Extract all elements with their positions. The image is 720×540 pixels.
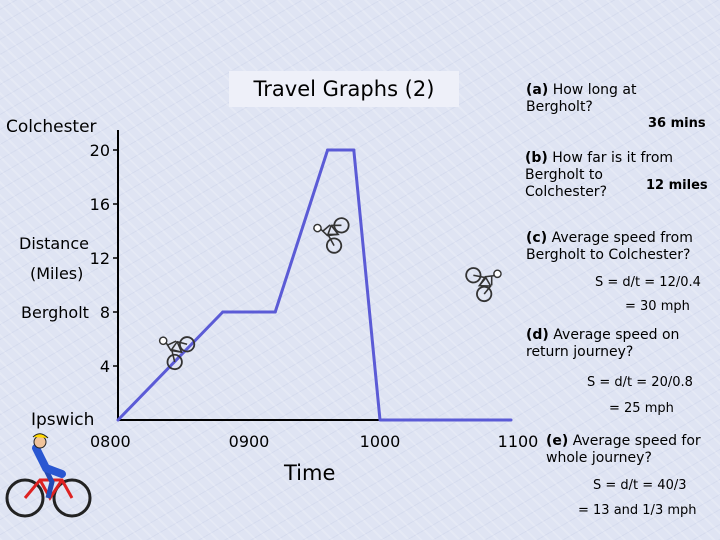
bike-wheel (52, 478, 92, 518)
series (116, 148, 513, 422)
calc-c: S = d/t = 12/0.4 (595, 275, 701, 290)
bike-wheel (325, 237, 343, 254)
question-b: (b) How far is it from Bergholt to Colch… (525, 150, 673, 201)
result-c: = 30 mph (625, 299, 690, 314)
question-c: (c) Average speed from Bergholt to Colch… (526, 230, 693, 264)
result-d: = 25 mph (609, 401, 674, 416)
y-tick-label: 12 (90, 249, 110, 268)
answer-b: 12 miles (646, 178, 708, 193)
question-a-text-2: Bergholt? (526, 99, 593, 115)
cyclist-icon (158, 336, 196, 371)
result-e: = 13 and 1/3 mph (578, 503, 697, 518)
x-axis-label: Time (284, 461, 336, 485)
bike-icon (5, 433, 92, 518)
label-distance: Distance (19, 234, 89, 253)
question-e: (e) Average speed for whole journey? (546, 433, 701, 467)
data-point (221, 310, 225, 314)
icons (5, 217, 502, 518)
data-point (273, 310, 277, 314)
question-e-text-1: Average speed for (572, 433, 701, 449)
rider-body (478, 274, 495, 287)
bike-wheel (5, 478, 45, 518)
question-d-letter: (d) (526, 327, 549, 343)
rider-body (165, 340, 182, 353)
x-tick-label: 0800 (90, 432, 131, 451)
label-bergholt: Bergholt (21, 303, 89, 322)
question-c-text-2: Bergholt to Colchester? (526, 247, 691, 263)
question-c-text-1: Average speed from (551, 230, 693, 246)
bike-wheel (333, 217, 350, 234)
tick-labels: 4 8 12 16 20 0800 0900 1000 1100 (90, 141, 539, 451)
y-tick-label: 4 (100, 357, 110, 376)
label-colchester: Colchester (6, 117, 97, 137)
question-d-text-1: Average speed on (553, 327, 680, 343)
page-title: Travel Graphs (2) (229, 71, 459, 107)
cyclist-icon (313, 217, 350, 254)
rider-head (33, 435, 47, 449)
data-point (326, 148, 330, 152)
series-line (116, 148, 511, 422)
cyclist-icon (465, 267, 502, 303)
rider-body (320, 224, 339, 237)
calc-d: S = d/t = 20/0.8 (587, 375, 693, 390)
question-b-text-1: How far is it from (552, 150, 674, 166)
question-a-text-1: How long at (552, 82, 637, 98)
rider-head (493, 269, 502, 279)
answer-a: 36 mins (648, 116, 706, 131)
question-a-letter: (a) (526, 82, 549, 98)
data-point (509, 418, 513, 422)
question-b-text-3: Colchester? (525, 184, 607, 200)
question-e-letter: (e) (546, 433, 569, 449)
calc-e: S = d/t = 40/3 (593, 478, 687, 493)
question-d-text-2: return journey? (526, 344, 634, 360)
x-tick-label: 0900 (229, 432, 270, 451)
bike-wheel (465, 267, 482, 284)
question-d: (d) Average speed on return journey? (526, 327, 679, 361)
y-tick-label: 20 (90, 141, 110, 160)
x-tick-label: 1100 (498, 432, 539, 451)
label-ipswich: Ipswich (31, 410, 95, 430)
y-tick-label: 8 (100, 303, 110, 322)
question-e-text-2: whole journey? (546, 450, 652, 466)
bike-wheel (178, 336, 196, 353)
bike-wheel (166, 353, 183, 371)
rider-helmet (32, 433, 49, 439)
bike-wheel (476, 285, 493, 303)
question-c-letter: (c) (526, 230, 548, 246)
x-tick-label: 1000 (360, 432, 401, 451)
data-point (352, 148, 356, 152)
rider-head (313, 223, 322, 233)
data-point (116, 418, 120, 422)
label-miles: (Miles) (30, 264, 84, 283)
axes (117, 130, 511, 421)
question-b-text-2: Bergholt to (525, 167, 603, 183)
rider-torso (32, 444, 66, 478)
y-tick-label: 16 (90, 195, 110, 214)
question-a: (a) How long at Bergholt? (526, 82, 636, 116)
question-b-letter: (b) (525, 150, 548, 166)
